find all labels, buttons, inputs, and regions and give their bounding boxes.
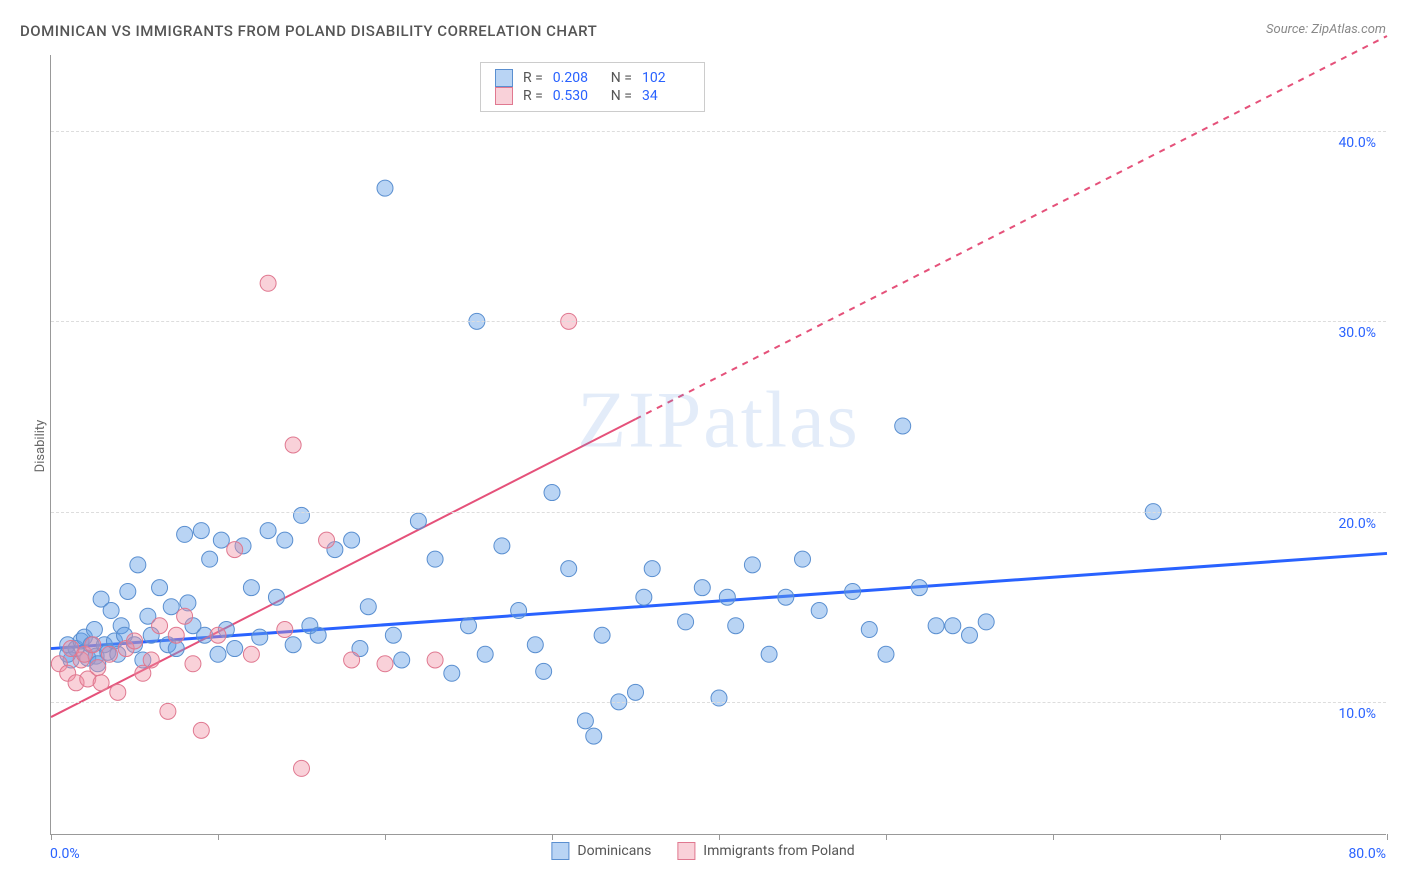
grid-line — [51, 131, 1386, 132]
swatch-poland — [495, 87, 513, 105]
x-tick — [385, 834, 386, 840]
y-tick-label: 20.0% — [1338, 516, 1376, 532]
y-tick-label: 40.0% — [1338, 135, 1376, 151]
x-axis-min-label: 0.0% — [50, 846, 80, 862]
source-attribution: Source: ZipAtlas.com — [1266, 22, 1386, 37]
n-value-0: 102 — [642, 70, 690, 86]
chart-svg — [51, 55, 1386, 834]
legend-item-dominicans: Dominicans — [551, 842, 651, 860]
stats-row-poland: R =0.530 N =34 — [495, 87, 690, 105]
x-axis-max-label: 80.0% — [1348, 846, 1386, 862]
y-tick-label: 30.0% — [1338, 325, 1376, 341]
x-tick — [886, 834, 887, 840]
swatch-dominicans — [495, 69, 513, 87]
r-value-0: 0.208 — [553, 70, 601, 86]
grid-line — [51, 512, 1386, 513]
n-value-1: 34 — [642, 88, 690, 104]
stats-legend-box: R =0.208 N =102 R =0.530 N =34 — [480, 62, 705, 112]
legend-swatch-poland — [677, 842, 695, 860]
x-tick — [51, 834, 52, 840]
legend-label-0: Dominicans — [577, 843, 651, 859]
x-tick — [719, 834, 720, 840]
grid-line — [51, 321, 1386, 322]
y-tick-label: 10.0% — [1338, 706, 1376, 722]
chart-title: DOMINICAN VS IMMIGRANTS FROM POLAND DISA… — [20, 22, 597, 40]
legend-swatch-dominicans — [551, 842, 569, 860]
y-axis-label: Disability — [33, 420, 48, 473]
plot-area: ZIPatlas 10.0%20.0%30.0%40.0% — [50, 55, 1386, 835]
bottom-legend: Dominicans Immigrants from Poland — [551, 842, 854, 860]
legend-item-poland: Immigrants from Poland — [677, 842, 854, 860]
x-tick — [552, 834, 553, 840]
x-tick — [218, 834, 219, 840]
stats-row-dominicans: R =0.208 N =102 — [495, 69, 690, 87]
r-value-1: 0.530 — [553, 88, 601, 104]
x-tick — [1387, 834, 1388, 840]
x-tick — [1220, 834, 1221, 840]
legend-label-1: Immigrants from Poland — [703, 843, 854, 859]
x-tick — [1053, 834, 1054, 840]
grid-line — [51, 702, 1386, 703]
